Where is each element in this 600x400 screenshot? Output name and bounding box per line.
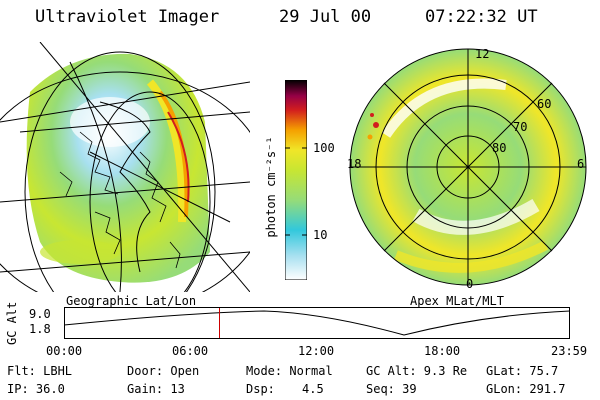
time-tick-0: 00:00 <box>46 344 83 358</box>
right-panel-caption: Apex MLat/MLT <box>410 294 504 308</box>
altitude-tick-max: 9.0 <box>29 307 51 321</box>
geographic-image <box>0 42 250 292</box>
status-flt: Flt: LBHL <box>7 364 73 378</box>
colorbar <box>285 80 307 280</box>
status-dsp-value: 4.5 <box>302 382 324 396</box>
colorbar-tick-10: 10 <box>313 228 328 242</box>
mlt-label-top: 12 <box>475 47 490 61</box>
mlt-label-bottom: 0 <box>466 277 474 291</box>
mlat-label-70: 70 <box>513 120 528 134</box>
time-tick-4: 23:59 <box>551 344 588 358</box>
status-ip: IP: 36.0 <box>7 382 65 396</box>
time-tick-3: 18:00 <box>424 344 461 358</box>
mlt-label-right: 6 <box>577 157 585 171</box>
instrument-title: Ultraviolet Imager <box>35 7 220 27</box>
altitude-axis-label: GC Alt <box>5 301 19 345</box>
polar-image <box>349 48 587 286</box>
status-glon: GLon: 291.7 <box>486 382 566 396</box>
time-tick-1: 06:00 <box>172 344 209 358</box>
left-panel-caption: Geographic Lat/Lon <box>66 294 197 308</box>
date-label: 29 Jul 00 <box>279 7 372 27</box>
time-tick-2: 12:00 <box>298 344 335 358</box>
status-gain: Gain: 13 <box>127 382 185 396</box>
mlat-label-80: 80 <box>492 141 507 155</box>
status-mode: Mode: Normal <box>246 364 333 378</box>
altitude-plot <box>64 307 570 339</box>
colorbar-tick-100: 100 <box>313 141 335 155</box>
time-label: 07:22:32 UT <box>425 7 538 27</box>
status-door: Door: Open <box>127 364 200 378</box>
status-gc-alt: GC Alt: 9.3 Re <box>366 364 468 378</box>
mlt-label-left: 18 <box>347 157 362 171</box>
status-glat: GLat: 75.7 <box>486 364 559 378</box>
mlat-label-60: 60 <box>537 97 552 111</box>
colorbar-unit-label: photon cm⁻²s⁻¹ <box>264 136 278 238</box>
status-seq: Seq: 39 <box>366 382 417 396</box>
altitude-tick-min: 1.8 <box>29 322 51 336</box>
status-dsp-label: Dsp: <box>246 382 275 396</box>
